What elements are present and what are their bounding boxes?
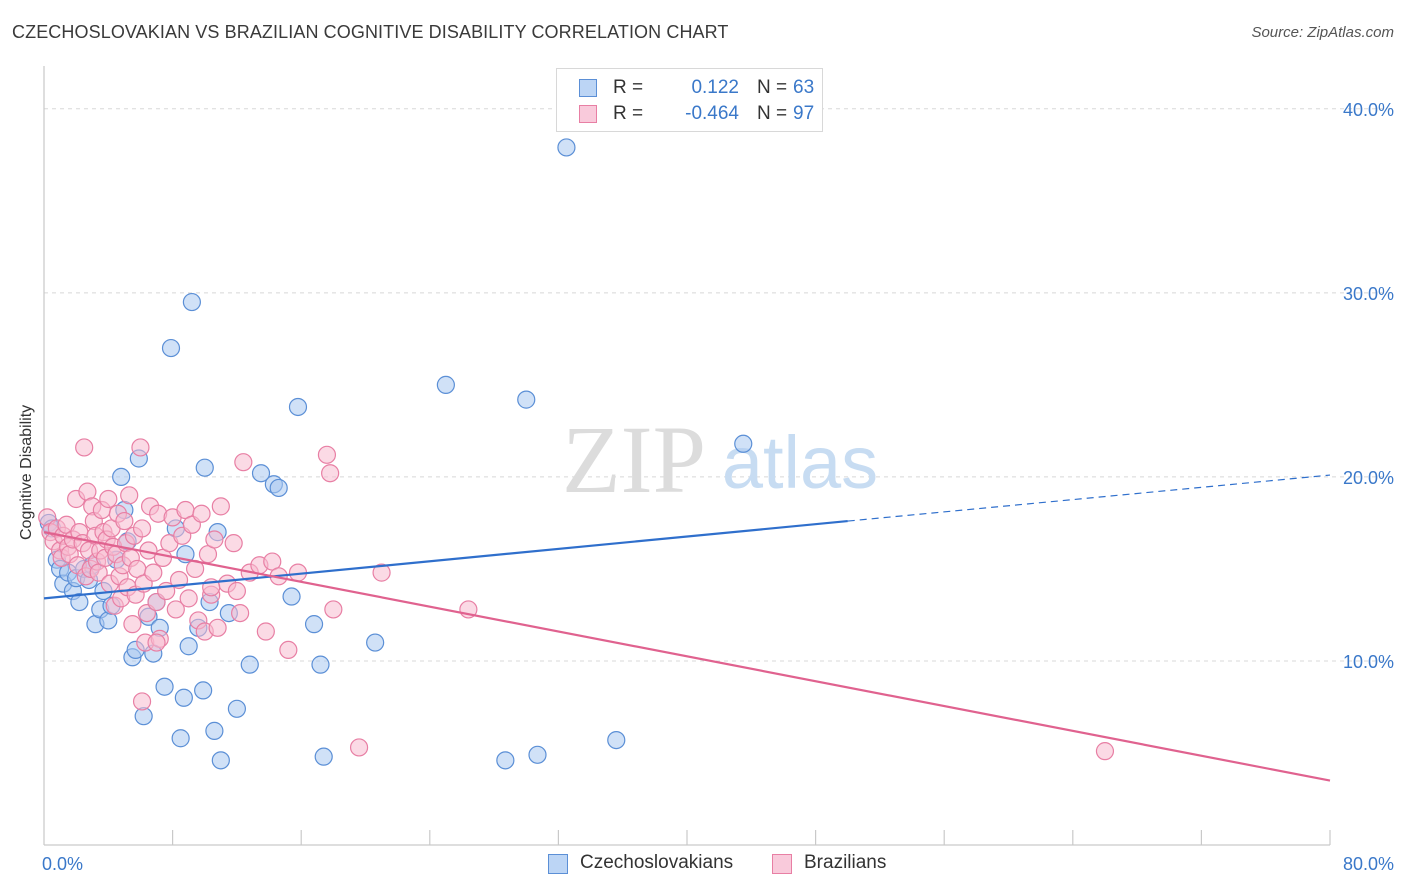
stats-legend: R = 0.122 N = 63 R = -0.464 N = 97: [556, 68, 823, 132]
czechoslovakians-point: [517, 390, 536, 409]
czechoslovakians-point: [112, 467, 131, 487]
brazilians-point: [179, 589, 198, 608]
y-axis-label: Cognitive Disability: [18, 404, 35, 540]
watermark: ZIP atlas: [562, 406, 878, 513]
brazilians-point: [208, 618, 227, 637]
n-label: N =: [757, 103, 788, 124]
brazilians-point: [1095, 742, 1115, 761]
czechoslovakians-point: [607, 730, 626, 750]
brazilians-point: [211, 497, 230, 516]
czechoslovakians-point: [171, 729, 190, 748]
czechoslovakians-point: [205, 721, 224, 740]
brazilians-point: [349, 738, 369, 757]
czechoslovakians-point: [182, 292, 201, 312]
n-label: N =: [757, 77, 788, 98]
source-credit: Source: ZipAtlas.com: [1251, 24, 1394, 41]
n-value: 63: [793, 77, 815, 98]
brazilians-point: [147, 633, 166, 652]
brazilians-point: [166, 600, 185, 619]
brazilians-point: [99, 489, 118, 509]
brazilians-point: [234, 453, 253, 472]
czechoslovakians-point: [227, 699, 246, 718]
czechoslovakians-trend-line: [43, 519, 848, 600]
brazilians-point: [192, 504, 211, 523]
tick-labels: 10.0% 20.0% 30.0% 40.0% 0.0% 80.0%: [42, 100, 1394, 874]
n-value: 97: [793, 103, 815, 124]
brazilians-point: [115, 511, 134, 531]
czechoslovakians-point: [211, 751, 230, 770]
czechoslovakians-point: [194, 681, 213, 700]
czechoslovakians-point: [179, 637, 198, 656]
brazilians-point: [324, 600, 343, 619]
axes: [43, 66, 1331, 846]
czechoslovakians-point: [251, 464, 271, 483]
watermark-zip: ZIP: [562, 406, 706, 513]
brazilians-point: [224, 534, 243, 553]
legend-swatch-blue: [579, 79, 597, 97]
brazilians-point: [372, 563, 391, 582]
brazilians-point: [321, 464, 340, 483]
x-tick-label: 80.0%: [1343, 854, 1394, 874]
czechoslovakians-point: [70, 592, 89, 612]
czechoslovakians-point: [161, 338, 181, 358]
brazilians-point: [131, 438, 150, 457]
brazilians-point: [132, 692, 152, 711]
czechoslovakians-point: [528, 745, 547, 764]
legend-swatch-blue: [548, 854, 568, 874]
trend-lines: [43, 474, 1331, 782]
czechoslovakians-point: [288, 397, 308, 417]
czechoslovakians-point: [311, 655, 330, 674]
legend-swatch-pink: [579, 105, 597, 123]
czechoslovakians-point: [734, 434, 753, 453]
brazilians-point: [256, 622, 275, 641]
y-tick-label: 20.0%: [1343, 468, 1394, 488]
czechoslovakians-point: [240, 655, 259, 674]
legend-label: Czechoslovakians: [580, 852, 734, 873]
czechoslovakians-trend-extension: [847, 474, 1331, 522]
brazilians-point: [120, 486, 139, 505]
chart-title: CZECHOSLOVAKIAN VS BRAZILIAN COGNITIVE D…: [12, 22, 729, 42]
legend-swatch-pink: [772, 854, 792, 874]
czechoslovakians-point: [314, 747, 333, 766]
czechoslovakians-point: [174, 688, 193, 707]
czechoslovakians-point: [496, 751, 515, 770]
series-legend: Czechoslovakians Brazilians: [0, 852, 1406, 878]
brazilians-point: [279, 640, 298, 660]
czechoslovakians-point: [436, 375, 455, 394]
czechoslovakians-point: [155, 677, 174, 696]
x-tick-label: 0.0%: [42, 854, 83, 874]
brazilians-point: [132, 519, 152, 538]
brazilians-point: [231, 603, 250, 623]
brazilians-point: [317, 445, 337, 464]
r-label: R =: [613, 103, 644, 124]
brazilians-point: [123, 615, 142, 634]
brazilians-point: [227, 581, 246, 601]
czechoslovakians-point: [195, 458, 214, 477]
czechoslovakians-point: [557, 138, 576, 157]
czechoslovakians-point: [282, 587, 301, 606]
y-tick-label: 30.0%: [1343, 284, 1394, 304]
brazilians-trend-line: [43, 531, 1331, 782]
legend-label: Brazilians: [804, 852, 887, 873]
brazilians-point: [144, 563, 163, 582]
y-tick-label: 40.0%: [1343, 100, 1394, 120]
r-label: R =: [613, 77, 644, 98]
czechoslovakians-point: [304, 615, 324, 634]
czechoslovakians-point: [269, 478, 288, 498]
r-value: -0.464: [685, 103, 739, 124]
r-value: 0.122: [691, 77, 739, 98]
czechoslovakians-point: [366, 633, 385, 652]
watermark-atlas: atlas: [722, 421, 878, 504]
brazilians-point: [75, 438, 94, 457]
y-tick-label: 10.0%: [1343, 652, 1394, 672]
brazilians-point: [205, 530, 224, 549]
brazilians-points: [38, 438, 1115, 761]
